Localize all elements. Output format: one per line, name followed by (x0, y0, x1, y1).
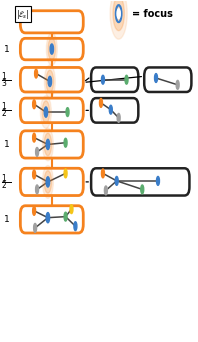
Ellipse shape (74, 222, 77, 231)
FancyBboxPatch shape (20, 67, 83, 92)
Text: 3: 3 (2, 79, 7, 88)
Ellipse shape (46, 70, 54, 93)
Ellipse shape (33, 207, 36, 215)
FancyBboxPatch shape (91, 98, 138, 123)
Ellipse shape (101, 75, 104, 84)
Ellipse shape (176, 80, 179, 89)
Ellipse shape (33, 100, 36, 109)
Ellipse shape (46, 139, 50, 149)
FancyBboxPatch shape (20, 131, 83, 158)
Ellipse shape (42, 128, 53, 161)
Ellipse shape (46, 177, 50, 187)
FancyBboxPatch shape (20, 38, 83, 60)
Ellipse shape (117, 9, 120, 18)
Ellipse shape (44, 171, 52, 193)
Ellipse shape (44, 133, 52, 156)
Ellipse shape (42, 101, 50, 123)
Text: = focus: = focus (132, 9, 173, 18)
Ellipse shape (154, 74, 157, 82)
Text: 1: 1 (2, 72, 6, 81)
Ellipse shape (36, 185, 39, 194)
Ellipse shape (64, 169, 67, 178)
Text: 1: 1 (4, 44, 9, 54)
Ellipse shape (101, 169, 104, 178)
FancyBboxPatch shape (20, 206, 83, 233)
Text: 1: 1 (4, 140, 9, 149)
Ellipse shape (99, 98, 102, 107)
Ellipse shape (104, 186, 107, 195)
Ellipse shape (64, 138, 67, 147)
Ellipse shape (50, 44, 53, 54)
Ellipse shape (48, 38, 56, 60)
Ellipse shape (33, 133, 36, 142)
Text: 2: 2 (2, 181, 6, 190)
Ellipse shape (44, 107, 48, 117)
Ellipse shape (35, 69, 38, 78)
Ellipse shape (66, 108, 69, 117)
FancyBboxPatch shape (20, 98, 83, 123)
Ellipse shape (141, 185, 144, 194)
Text: $|\mathcal{E}_s|$: $|\mathcal{E}_s|$ (16, 8, 30, 21)
Ellipse shape (125, 75, 128, 84)
Text: 2: 2 (2, 109, 6, 118)
Ellipse shape (40, 96, 51, 129)
Ellipse shape (109, 105, 112, 114)
FancyBboxPatch shape (144, 67, 191, 92)
Ellipse shape (48, 76, 51, 87)
Ellipse shape (46, 213, 50, 223)
Ellipse shape (46, 33, 57, 65)
Text: 1: 1 (2, 174, 6, 183)
Text: 1: 1 (2, 103, 6, 111)
Text: 1: 1 (4, 215, 9, 224)
Ellipse shape (64, 212, 67, 221)
Ellipse shape (34, 223, 37, 232)
Ellipse shape (36, 147, 39, 156)
FancyBboxPatch shape (91, 168, 189, 196)
FancyBboxPatch shape (91, 67, 138, 92)
Ellipse shape (117, 114, 120, 122)
Ellipse shape (156, 176, 159, 185)
Ellipse shape (42, 166, 53, 198)
Ellipse shape (110, 0, 127, 39)
Ellipse shape (113, 0, 124, 31)
Ellipse shape (33, 170, 36, 179)
Ellipse shape (70, 205, 73, 213)
Ellipse shape (115, 176, 118, 185)
FancyBboxPatch shape (20, 11, 83, 33)
FancyBboxPatch shape (20, 168, 83, 196)
Ellipse shape (44, 65, 55, 98)
